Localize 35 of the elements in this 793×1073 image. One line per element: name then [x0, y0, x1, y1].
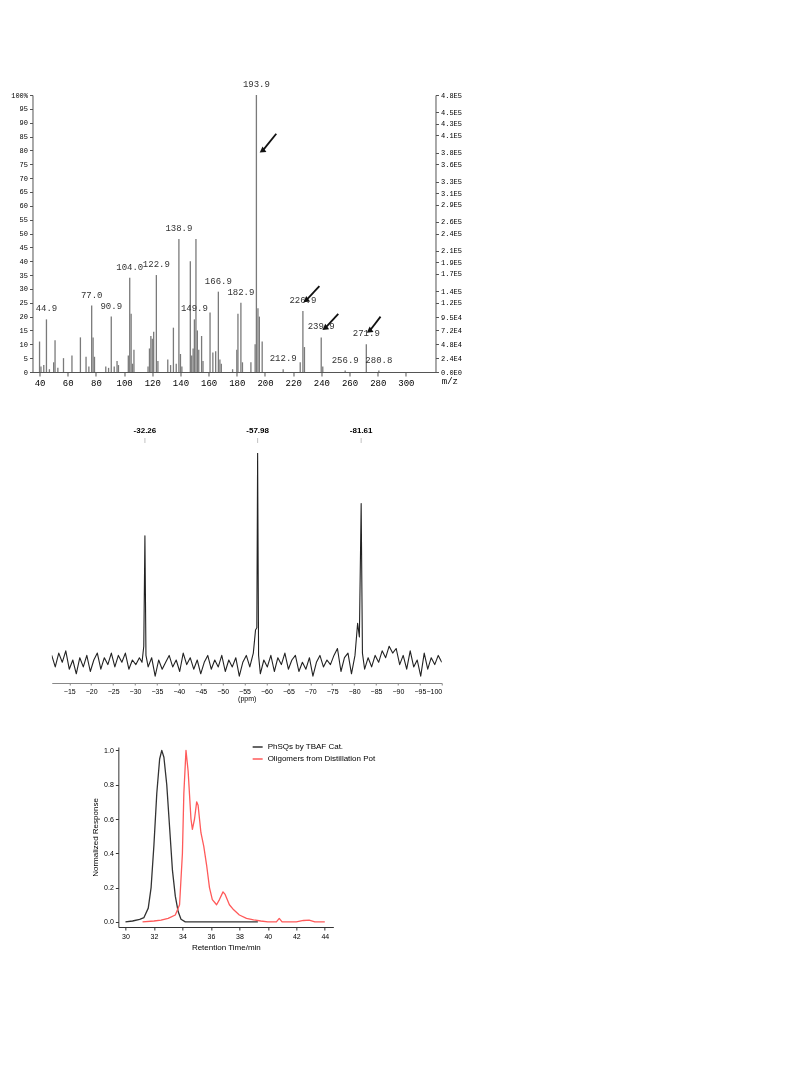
x-tick-label: 160: [201, 378, 218, 389]
text: -57.98: [246, 426, 270, 435]
x-axis-title: Retention Time/min: [191, 942, 261, 952]
x-tick-label: 140: [172, 378, 190, 389]
annotation: 182.9: [227, 287, 255, 298]
x-tick-label: 280: [370, 378, 387, 389]
annotation: 77.0: [80, 290, 103, 301]
annotation: 193.9: [242, 80, 270, 90]
text: -32.26: [133, 426, 157, 435]
annotation: 138.9: [165, 224, 193, 235]
x-tick-label: 100: [116, 378, 133, 389]
text: -81.61: [349, 426, 374, 435]
annotation: 166.9: [204, 276, 232, 287]
annotation: 90.9: [100, 301, 123, 312]
annotation: 122.9: [142, 260, 170, 271]
annotation: 212.9: [269, 354, 297, 365]
annotation: 104.0: [116, 262, 144, 273]
x-tick-label: 240: [313, 378, 330, 389]
y-axis-title: Normalized Response: [91, 797, 101, 877]
x-tick-label: 40: [34, 378, 46, 389]
x-axis-title: m/z: [441, 376, 458, 387]
annotation: 256.9: [331, 355, 359, 366]
x-tick-label: 60: [62, 378, 74, 389]
x-tick-label: 300: [398, 378, 415, 389]
annotation: 271.9: [352, 329, 380, 340]
x-tick-label: 200: [257, 378, 274, 389]
legend-label: Oligomers from Distillation Pot: [267, 754, 377, 763]
annotation: 44.9: [35, 304, 58, 315]
x-tick-label: 80: [91, 378, 102, 389]
x-tick-label: 220: [285, 378, 302, 389]
x-tick-label: 260: [341, 378, 359, 389]
legend-label: PhSQs by TBAF Cat.: [267, 742, 344, 751]
annotation: 226.9: [289, 296, 317, 307]
x-tick-label: 120: [144, 378, 161, 389]
x-tick-label: 180: [229, 378, 246, 389]
